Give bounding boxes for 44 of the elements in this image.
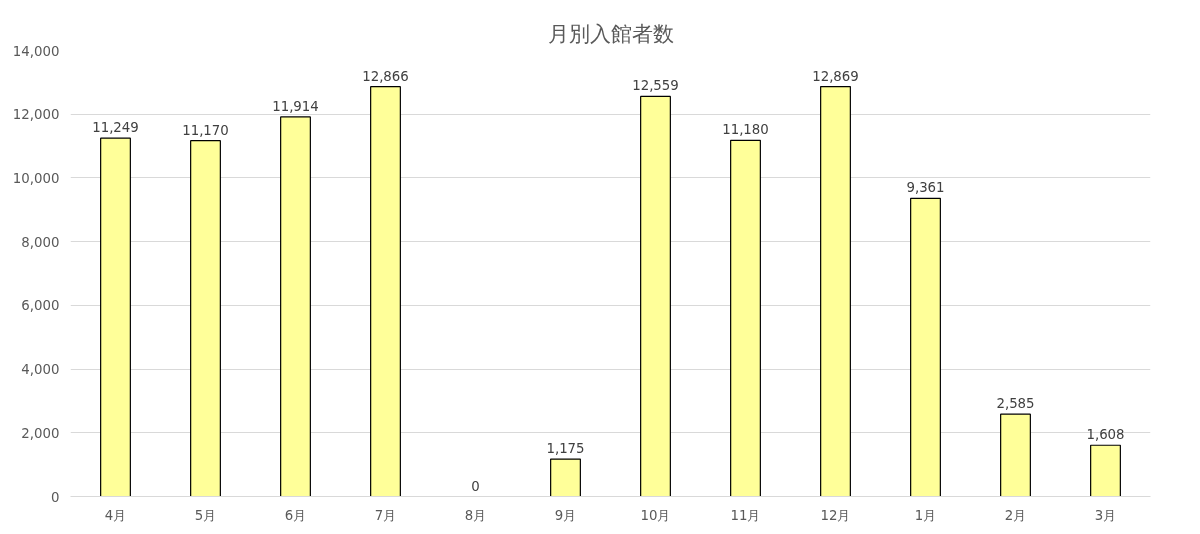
data-label: 11,180: [722, 122, 769, 138]
data-label: 2,585: [996, 396, 1035, 412]
data-label: 9,361: [906, 180, 945, 196]
bar: [910, 197, 941, 497]
bar: [280, 116, 311, 497]
data-label: 12,866: [362, 68, 409, 84]
data-label: 1,608: [1086, 427, 1125, 443]
data-label: 11,914: [272, 98, 319, 114]
bar: [550, 458, 581, 497]
bar: [1000, 413, 1031, 497]
x-tick-label: 12月: [820, 507, 851, 523]
bar: [730, 139, 761, 497]
x-tick-label: 7月: [374, 507, 397, 523]
data-label: 12,869: [812, 68, 859, 84]
y-tick-label: 8,000: [21, 234, 60, 250]
data-label: 12,559: [632, 78, 679, 94]
y-tick-label: 6,000: [21, 298, 60, 314]
bar: [820, 85, 851, 497]
bar: [370, 86, 401, 497]
y-tick-label: 14,000: [12, 43, 60, 59]
y-tick-label: 2,000: [21, 425, 60, 441]
chart-title: 月別入館者数: [547, 20, 674, 46]
y-tick-label: 12,000: [12, 107, 60, 123]
x-tick-label: 10月: [640, 507, 671, 523]
bar: [100, 137, 131, 497]
x-tick-label: 5月: [194, 507, 217, 523]
x-tick-label: 1月: [914, 507, 937, 523]
bar: [640, 95, 671, 497]
bar: [1090, 444, 1121, 497]
data-label: 11,170: [182, 122, 229, 138]
data-label: 0: [471, 478, 480, 494]
x-tick-label: 6月: [284, 507, 307, 523]
y-tick-label: 4,000: [21, 362, 60, 378]
x-tick-label: 4月: [104, 507, 127, 523]
x-tick-label: 3月: [1094, 507, 1117, 523]
y-tick-label: 10,000: [12, 170, 60, 186]
y-tick-label: 0: [51, 489, 60, 505]
x-tick-label: 8月: [464, 507, 487, 523]
data-label: 1,175: [546, 441, 585, 457]
x-tick-label: 2月: [1004, 507, 1027, 523]
x-tick-label: 11月: [730, 507, 761, 523]
bar: [190, 140, 221, 497]
data-label: 11,249: [92, 120, 139, 136]
x-tick-label: 9月: [554, 507, 577, 523]
